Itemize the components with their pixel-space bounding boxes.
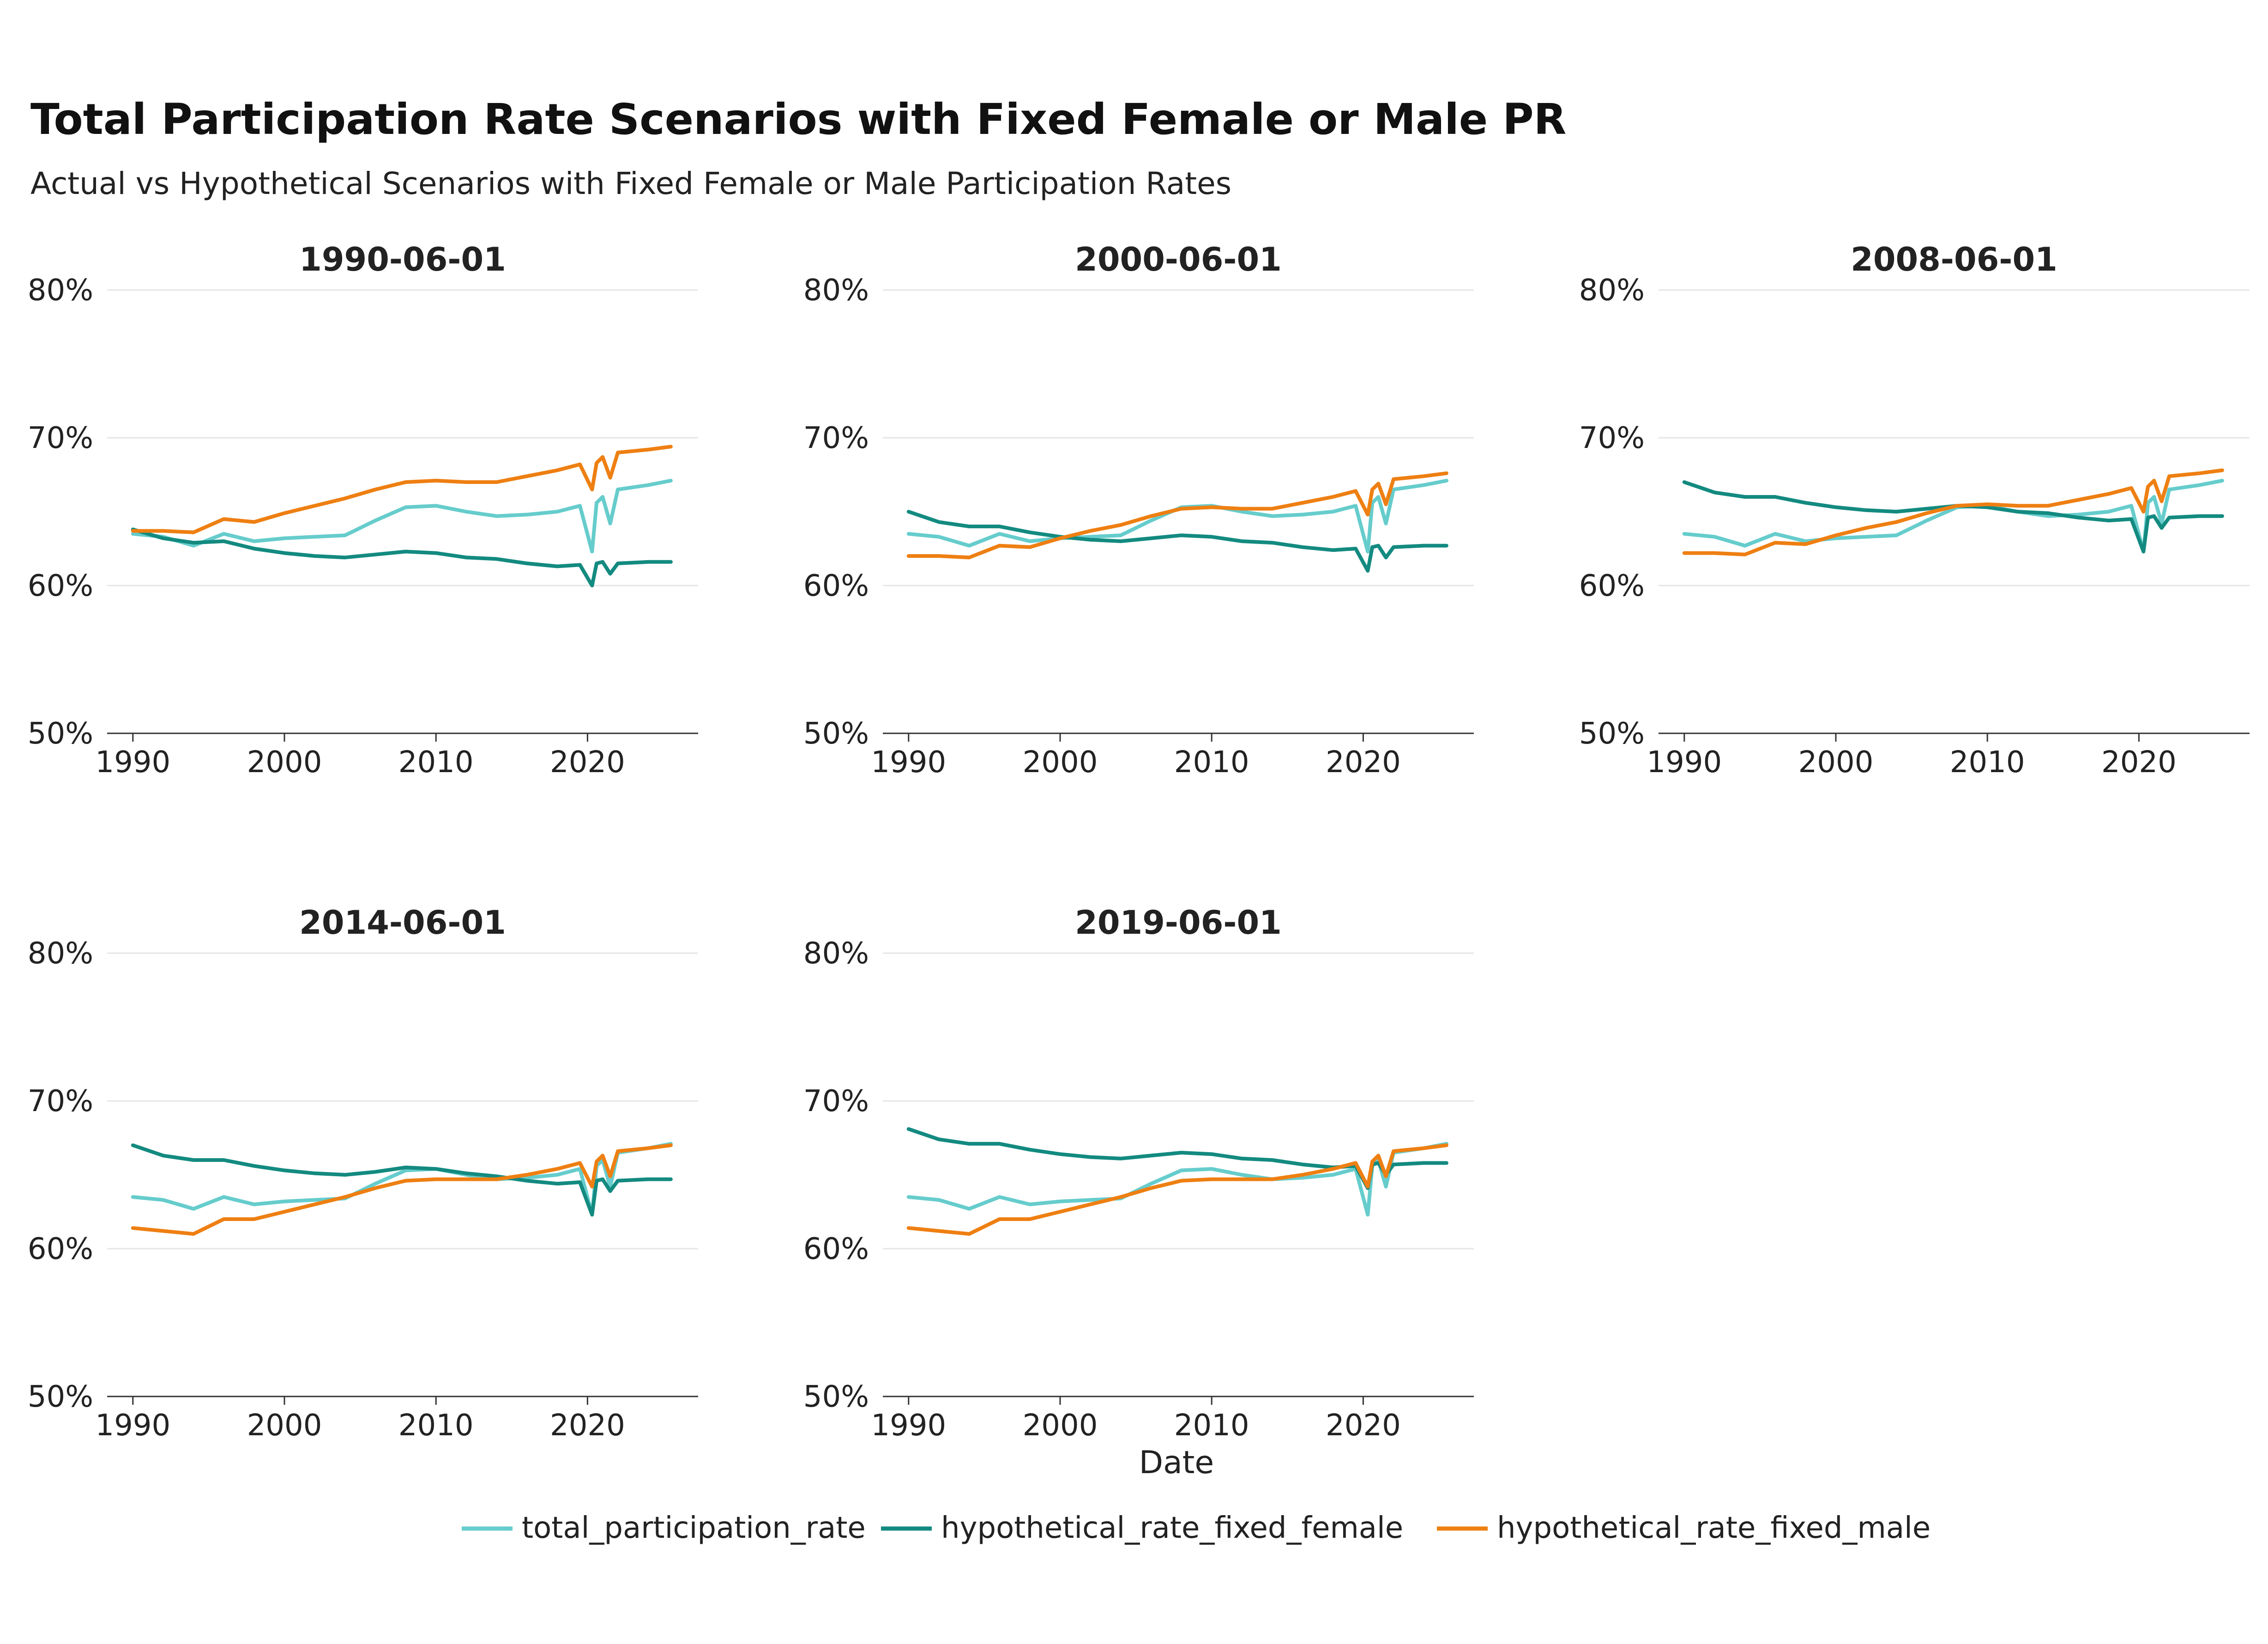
- y-tick-label: 60%: [28, 569, 93, 603]
- x-tick-label: 1990: [871, 1408, 946, 1443]
- x-tick-label: 2020: [2101, 745, 2177, 780]
- x-tick-label: 2010: [1174, 745, 1249, 780]
- legend-item: hypothetical_rate_fixed_female: [881, 1511, 1403, 1545]
- x-tick-label: 2020: [1326, 1408, 1401, 1443]
- x-tick-label: 2010: [398, 745, 474, 780]
- legend-label: hypothetical_rate_fixed_female: [941, 1511, 1403, 1545]
- series-line-hypothetical_rate_fixed_female: [906, 510, 1448, 573]
- panel-1990-06-01: 1990-06-01 50% 60% 70% 80% 1990 2000 2010 2020: [28, 241, 698, 780]
- x-tick-label: 1990: [95, 1408, 170, 1443]
- series-line-total_participation_rate: [1682, 478, 2224, 554]
- series-line-hypothetical_rate_fixed_female: [1682, 480, 2224, 554]
- x-tick-label: 2010: [398, 1408, 474, 1443]
- x-tick-label: 2020: [1326, 745, 1401, 780]
- panel-title: 2014-06-01: [299, 904, 506, 942]
- series-line-hypothetical_rate_fixed_male: [131, 1143, 673, 1236]
- y-tick-label: 60%: [803, 1232, 869, 1266]
- series-line-total_participation_rate: [906, 478, 1448, 554]
- y-tick-label: 80%: [1579, 273, 1645, 308]
- x-tick-label: 2000: [1798, 745, 1874, 780]
- series-line-total_participation_rate: [131, 478, 673, 554]
- y-tick-label: 60%: [803, 569, 869, 603]
- x-tick-label: 2000: [247, 1408, 322, 1443]
- y-tick-label: 70%: [28, 1084, 93, 1118]
- panel-title: 1990-06-01: [299, 241, 506, 278]
- series-line-hypothetical_rate_fixed_female: [131, 1143, 673, 1217]
- series-line-hypothetical_rate_fixed_male: [906, 471, 1448, 560]
- y-tick-label: 50%: [803, 717, 869, 751]
- y-tick-label: 50%: [28, 717, 93, 751]
- panel-title: 2008-06-01: [1851, 241, 2057, 278]
- y-tick-label: 70%: [1579, 421, 1645, 455]
- series-line-hypothetical_rate_fixed_male: [1682, 468, 2224, 556]
- panel-2000-06-01: 2000-06-01 50% 60% 70% 80% 1990 2000 2010 2020: [803, 241, 1474, 780]
- x-tick-label: 1990: [871, 745, 946, 780]
- y-tick-label: 50%: [1579, 717, 1645, 751]
- legend-label: hypothetical_rate_fixed_male: [1497, 1511, 1930, 1545]
- legend-item: total_participation_rate: [462, 1511, 866, 1545]
- x-axis-label: Date: [1139, 1445, 1214, 1481]
- x-tick-label: 2000: [1023, 1408, 1098, 1443]
- y-tick-label: 60%: [28, 1232, 93, 1266]
- panel-title: 2000-06-01: [1075, 241, 1282, 278]
- panel-title: 2019-06-01: [1075, 904, 1282, 942]
- panel-2014-06-01: 2014-06-01 50% 60% 70% 80% 1990 2000 2010 2020: [28, 904, 698, 1443]
- legend: total_participation_rate hypothetical_rat…: [462, 1511, 1930, 1545]
- legend-item: hypothetical_rate_fixed_male: [1437, 1511, 1930, 1545]
- y-tick-label: 70%: [803, 1084, 869, 1118]
- chart-subtitle: Actual vs Hypothetical Scenarios with Fi…: [30, 166, 1231, 201]
- y-tick-label: 70%: [803, 421, 869, 455]
- x-tick-label: 2010: [1950, 745, 2025, 780]
- series-line-hypothetical_rate_fixed_male: [131, 445, 673, 534]
- y-tick-label: 60%: [1579, 569, 1645, 603]
- y-tick-label: 80%: [28, 273, 93, 308]
- panel-2019-06-01: 2019-06-01 50% 60% 70% 80% 1990 2000 2010 2020: [803, 904, 1474, 1443]
- legend-label: total_participation_rate: [522, 1511, 866, 1545]
- y-tick-label: 80%: [28, 937, 93, 971]
- y-tick-label: 80%: [803, 273, 869, 308]
- y-tick-label: 50%: [28, 1380, 93, 1414]
- y-tick-label: 50%: [803, 1380, 869, 1414]
- x-tick-label: 2000: [247, 745, 322, 780]
- series-line-hypothetical_rate_fixed_female: [131, 527, 673, 587]
- x-tick-label: 2000: [1023, 745, 1098, 780]
- x-tick-label: 2010: [1174, 1408, 1249, 1443]
- x-tick-label: 2020: [550, 1408, 625, 1443]
- x-tick-label: 1990: [1647, 745, 1722, 780]
- chart-title: Total Participation Rate Scenarios with …: [30, 95, 1566, 144]
- x-tick-label: 2020: [550, 745, 625, 780]
- y-tick-label: 80%: [803, 937, 869, 971]
- x-tick-label: 1990: [95, 745, 170, 780]
- y-tick-label: 70%: [28, 421, 93, 455]
- series-line-hypothetical_rate_fixed_male: [906, 1143, 1448, 1236]
- panel-2008-06-01: 2008-06-01 50% 60% 70% 80% 1990 2000 2010 2020: [1579, 241, 2250, 780]
